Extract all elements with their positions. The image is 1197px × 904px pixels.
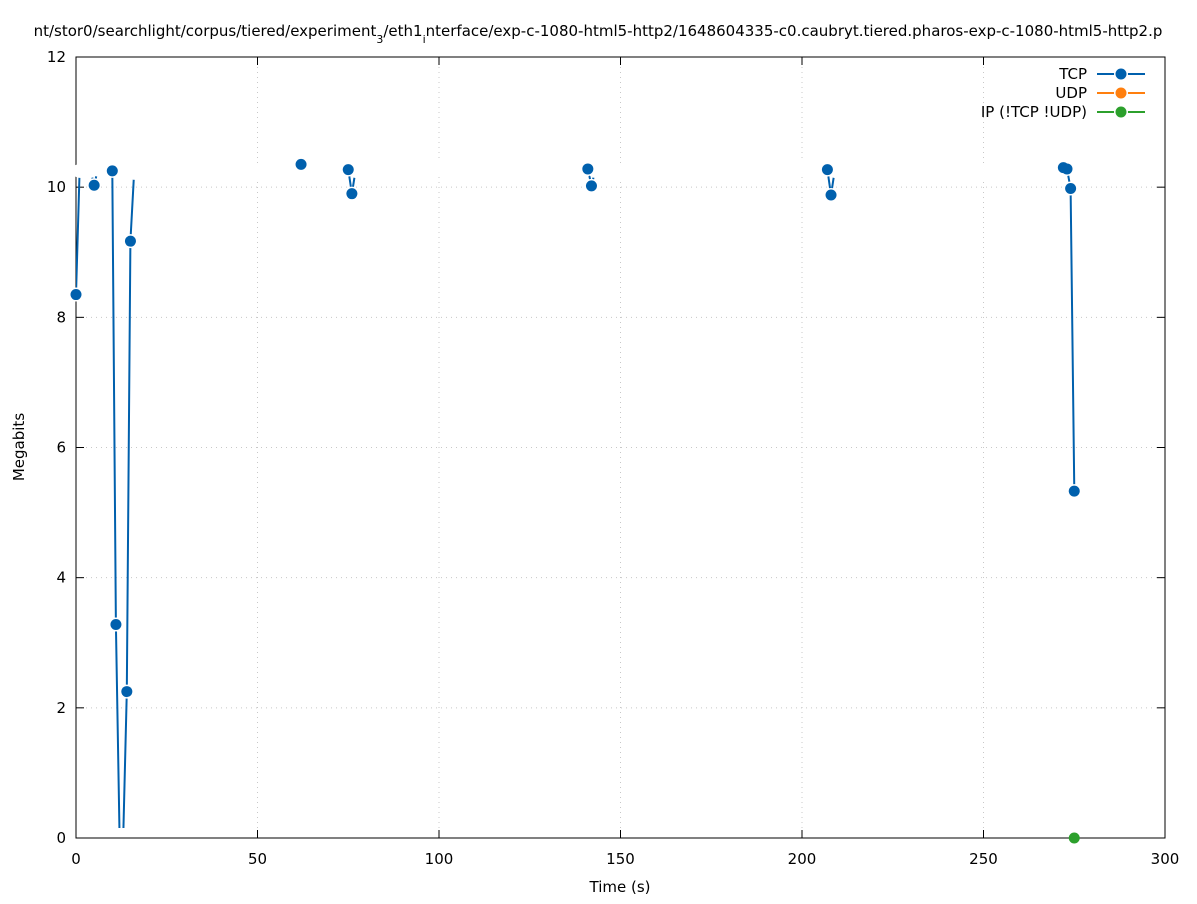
legend-label: TCP: [1058, 65, 1087, 83]
data-point: [110, 619, 122, 631]
legend-point-sample: [1115, 106, 1127, 118]
y-tick-label: 0: [56, 829, 66, 847]
y-tick-label: 10: [47, 178, 66, 196]
data-point: [1068, 832, 1080, 844]
data-point: [585, 180, 597, 192]
data-point: [70, 289, 82, 301]
title-segment: nterface/exp-c-1080-html5-http2/16486043…: [426, 22, 1163, 40]
x-tick-label: 0: [71, 850, 81, 868]
y-tick-label: 4: [56, 569, 66, 587]
x-tick-label: 100: [425, 850, 454, 868]
title-segment: /eth1: [383, 22, 422, 40]
title-subscript: i: [423, 33, 426, 46]
series-tcp: [69, 157, 1082, 828]
data-point: [106, 165, 118, 177]
series-ip-tcp-udp-: [1068, 832, 1080, 844]
legend-point-sample: [1115, 87, 1127, 99]
x-tick-label: 250: [969, 850, 998, 868]
x-tick-label: 300: [1151, 850, 1180, 868]
legend-item: TCP: [1058, 65, 1145, 83]
y-tick-label: 8: [56, 308, 66, 326]
series-line: [76, 162, 1076, 828]
legend-item: UDP: [1055, 84, 1145, 102]
legend-item: IP (!TCP !UDP): [981, 103, 1145, 121]
data-point: [295, 158, 307, 170]
x-tick-label: 200: [788, 850, 817, 868]
data-point: [124, 235, 136, 247]
grid: [76, 57, 1165, 838]
data-point: [1061, 163, 1073, 175]
data-point: [88, 179, 100, 191]
data-point: [825, 189, 837, 201]
title-segment: nt/stor0/searchlight/corpus/tiered/exper…: [34, 22, 377, 40]
y-tick-label: 2: [56, 699, 66, 717]
y-tick-label: 12: [47, 48, 66, 66]
chart-title: nt/stor0/searchlight/corpus/tiered/exper…: [34, 22, 1163, 46]
y-tick-label: 6: [56, 439, 66, 457]
y-axis-label: Megabits: [10, 413, 28, 481]
data-point: [582, 163, 594, 175]
legend-label: UDP: [1055, 84, 1087, 102]
axis-ticks: 0 50 100 150 200 250 300 0 2 4 6 8 10 12: [47, 48, 1179, 868]
data-point: [346, 188, 358, 200]
series-layer: [69, 157, 1082, 844]
title-subscript: 3: [376, 33, 383, 46]
data-point: [1065, 182, 1077, 194]
legend-label: IP (!TCP !UDP): [981, 103, 1087, 121]
data-point: [1068, 485, 1080, 497]
data-point: [821, 164, 833, 176]
legend-point-sample: [1115, 68, 1127, 80]
x-axis-label: Time (s): [589, 878, 651, 896]
data-point: [121, 686, 133, 698]
x-tick-label: 150: [606, 850, 635, 868]
x-tick-label: 50: [248, 850, 267, 868]
data-point: [342, 164, 354, 176]
